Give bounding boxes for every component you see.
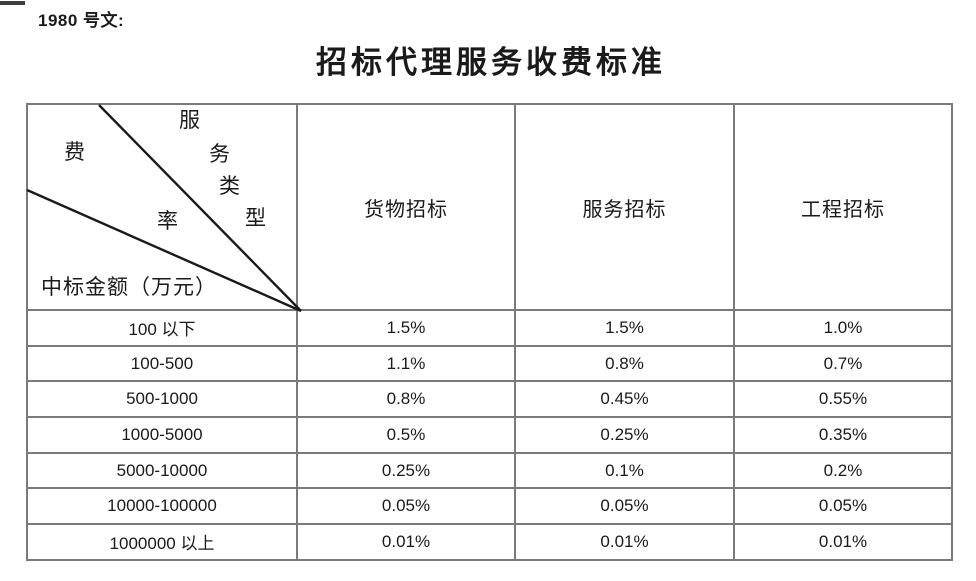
corner-label-type-char-3: 类: [219, 174, 240, 198]
cell-value: 0.01%: [733, 523, 953, 561]
column-header-services: 服务招标: [514, 103, 735, 311]
table-row: 5000-10000 0.25% 0.1% 0.2%: [26, 451, 953, 490]
cell-value: 0.25%: [514, 416, 735, 454]
cell-value: 0.01%: [514, 523, 735, 561]
cell-value: 0.8%: [514, 344, 735, 383]
diagonal-line-upper: [98, 104, 302, 312]
row-label: 5000-10000: [26, 451, 298, 490]
cell-value: 0.05%: [296, 487, 516, 526]
table-row: 1000-5000 0.5% 0.25% 0.35%: [26, 416, 953, 454]
row-label: 1000000 以上: [26, 523, 298, 561]
table-header-row: 费 服 务 类 率 型 中标金额（万元） 货物招标 服务招标 工程招标: [26, 103, 953, 313]
cell-value: 1.5%: [514, 309, 735, 347]
corner-label-type-char-4: 型: [245, 206, 266, 230]
column-header-goods: 货物招标: [296, 103, 516, 311]
doc-number: 1980 号文:: [38, 11, 125, 30]
diagonal-line-lower: [26, 188, 302, 313]
corner-label-rate: 率: [157, 209, 178, 233]
cell-value: 0.05%: [733, 487, 953, 526]
table-row: 100 以下 1.5% 1.5% 1.0%: [26, 309, 953, 347]
cell-value: 0.2%: [733, 451, 953, 490]
row-label: 100-500: [26, 344, 298, 383]
cell-value: 0.8%: [296, 380, 516, 419]
table-row: 100-500 1.1% 0.8% 0.7%: [26, 344, 953, 383]
cell-value: 0.7%: [733, 344, 953, 383]
table-row: 1000000 以上 0.01% 0.01% 0.01%: [26, 523, 953, 561]
corner-label-type-char-2: 务: [209, 142, 230, 166]
corner-diagonal-lines: [26, 104, 302, 313]
row-label: 1000-5000: [26, 416, 298, 454]
row-label: 500-1000: [26, 380, 298, 419]
row-label: 100 以下: [26, 309, 298, 347]
cell-value: 0.55%: [733, 380, 953, 419]
cell-value: 0.25%: [296, 451, 516, 490]
cell-value: 1.1%: [296, 344, 516, 383]
table-corner-cell: 费 服 务 类 率 型 中标金额（万元）: [26, 103, 302, 313]
cell-value: 0.1%: [514, 451, 735, 490]
table-row: 500-1000 0.8% 0.45% 0.55%: [26, 380, 953, 419]
cell-value: 1.5%: [296, 309, 516, 347]
cell-value: 0.5%: [296, 416, 516, 454]
fee-table: 费 服 务 类 率 型 中标金额（万元） 货物招标 服务招标 工程招标 100 …: [26, 103, 953, 561]
page-title: 招标代理服务收费标准: [316, 45, 666, 80]
corner-label-fee: 费: [64, 140, 85, 164]
corner-label-amount: 中标金额（万元）: [41, 275, 217, 299]
top-left-mark: [0, 1, 25, 5]
cell-value: 0.01%: [296, 523, 516, 561]
cell-value: 1.0%: [733, 309, 953, 347]
column-header-engineering: 工程招标: [733, 103, 953, 311]
table-row: 10000-100000 0.05% 0.05% 0.05%: [26, 487, 953, 526]
cell-value: 0.05%: [514, 487, 735, 526]
corner-label-type-char-1: 服: [179, 108, 200, 132]
cell-value: 0.35%: [733, 416, 953, 454]
cell-value: 0.45%: [514, 380, 735, 419]
row-label: 10000-100000: [26, 487, 298, 526]
